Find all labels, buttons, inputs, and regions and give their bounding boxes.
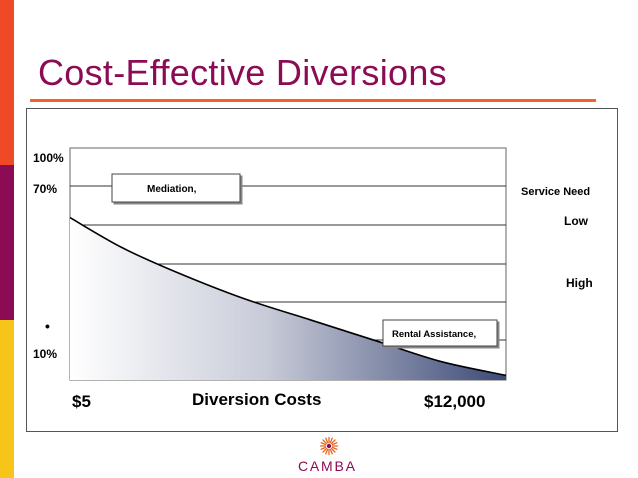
annotation-text: Rental Assistance, (392, 329, 476, 340)
y-marker: • (45, 318, 50, 334)
title-divider (30, 99, 596, 102)
x-tick-label: $5 (72, 392, 91, 411)
logo-ray (322, 447, 328, 453)
x-tick-label: $12,000 (424, 392, 485, 411)
slide-title: Cost-Effective Diversions (38, 52, 447, 93)
logo-ray (329, 448, 333, 455)
accent-bar-orange (0, 0, 14, 165)
service-need-heading: Service Need (521, 186, 590, 198)
series-line (69, 216, 507, 377)
service-need-high: High (566, 276, 593, 290)
annotation-box: Rental Assistance, (382, 319, 498, 347)
series-area (70, 217, 506, 380)
logo-ray (330, 439, 336, 445)
y-tick-label: 10% (33, 347, 57, 361)
logo-ray (329, 437, 333, 444)
x-axis-label: Diversion Costs (192, 390, 321, 409)
logo-ray (320, 442, 327, 446)
camba-logo-text: CAMBA (298, 458, 357, 474)
service-need-low: Low (564, 214, 589, 228)
logo-ray (330, 447, 336, 453)
logo-ray (322, 439, 328, 445)
logo-ray (320, 446, 327, 450)
logo-ray (331, 446, 338, 450)
annotation-text: Mediation, (147, 184, 197, 195)
accent-bar-yellow (0, 320, 14, 478)
y-tick-label: 70% (33, 182, 57, 196)
logo-ray (331, 442, 338, 446)
camba-sunburst-icon (319, 436, 339, 456)
chart-frame (26, 108, 618, 432)
logo-ray (325, 448, 329, 455)
logo-ray (325, 437, 329, 444)
y-tick-label: 100% (33, 151, 64, 165)
accent-bar-maroon (0, 165, 14, 320)
annotation-box: Mediation, (111, 173, 241, 203)
